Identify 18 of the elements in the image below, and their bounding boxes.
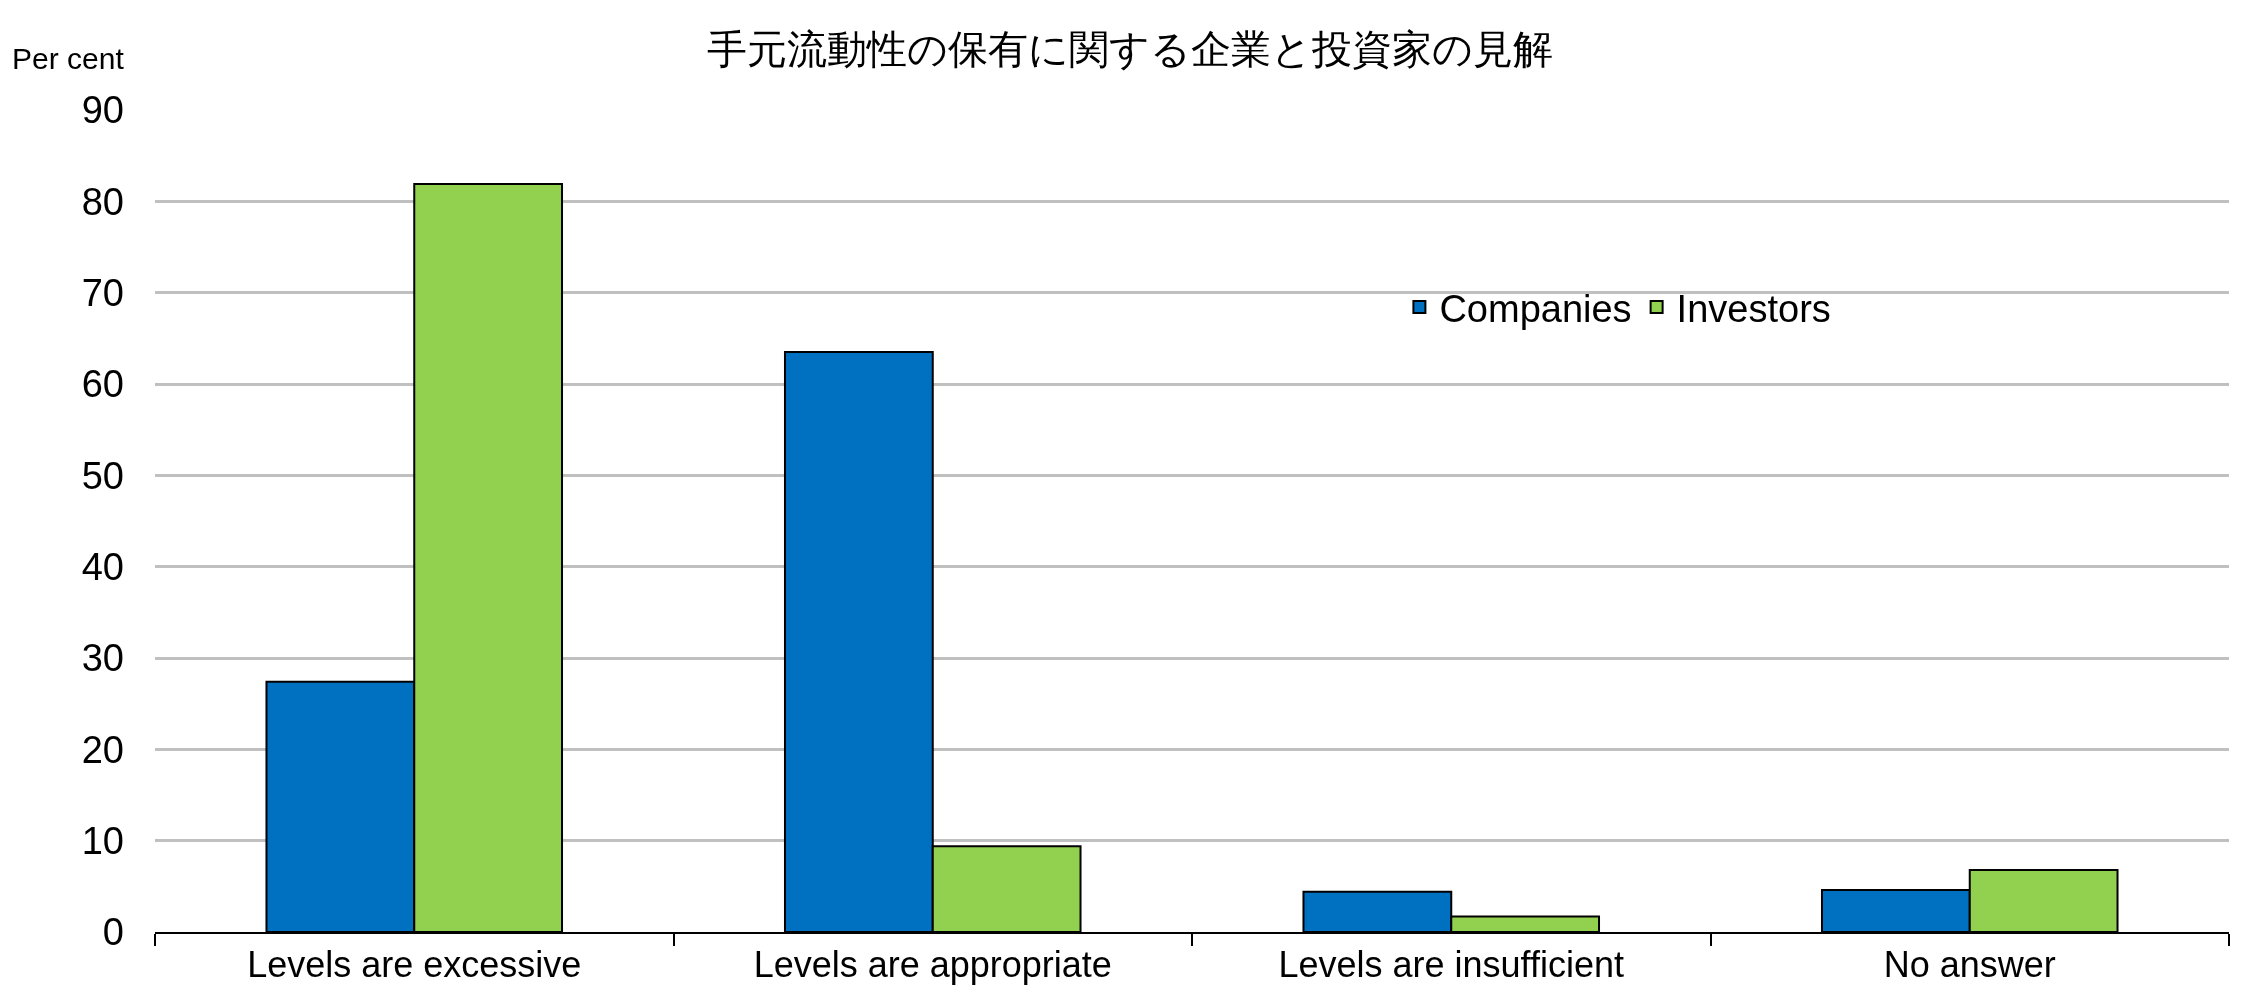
y-tick-label: 80 xyxy=(81,180,124,223)
y-axis-title: Per cent xyxy=(12,42,125,75)
y-tick-label: 60 xyxy=(81,363,124,406)
x-tick-label: No answer xyxy=(1883,944,2056,986)
y-tick-label: 0 xyxy=(102,911,124,954)
x-tick-label: Levels are appropriate xyxy=(753,944,1112,986)
x-tick-label: Levels are insufficient xyxy=(1278,944,1625,986)
x-tick-label: Levels are excessive xyxy=(247,944,582,986)
y-tick-label: 40 xyxy=(81,545,124,588)
y-tick-label: 50 xyxy=(81,454,124,497)
y-tick-label: 30 xyxy=(81,637,124,680)
y-tick-label: 70 xyxy=(81,271,124,314)
legend-label: Companies xyxy=(1439,287,1632,330)
chart-title: 手元流動性の保有に関する企業と投資家の見解 xyxy=(706,27,1553,72)
y-tick-label: 20 xyxy=(81,728,124,771)
y-tick-label: 10 xyxy=(81,819,124,862)
legend-label: Investors xyxy=(1676,287,1831,330)
y-tick-label: 90 xyxy=(81,89,124,132)
